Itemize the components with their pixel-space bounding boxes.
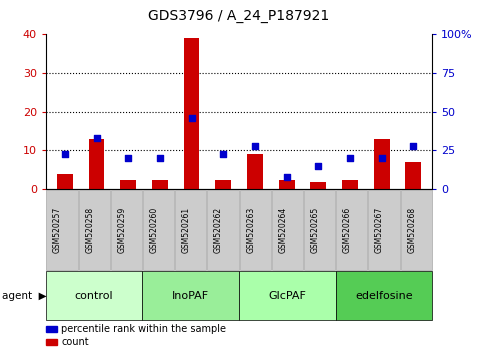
Point [410, 143, 417, 149]
Bar [311, 182, 326, 189]
Text: percentile rank within the sample: percentile rank within the sample [61, 324, 227, 334]
Bar [279, 179, 295, 189]
Text: GSM520267: GSM520267 [375, 207, 384, 253]
Point [61, 151, 69, 156]
Bar [152, 179, 168, 189]
Text: GSM520258: GSM520258 [85, 207, 94, 253]
Text: count: count [61, 337, 89, 347]
Text: GSM520265: GSM520265 [311, 207, 320, 253]
Text: GSM520263: GSM520263 [246, 207, 255, 253]
Bar [247, 154, 263, 189]
Text: GSM520268: GSM520268 [407, 207, 416, 253]
Point [124, 155, 132, 161]
Text: agent  ▶: agent ▶ [2, 291, 47, 301]
Text: GlcPAF: GlcPAF [269, 291, 306, 301]
Text: GSM520259: GSM520259 [117, 207, 127, 253]
Point [93, 135, 100, 141]
Text: InoPAF: InoPAF [172, 291, 209, 301]
Point [251, 143, 259, 149]
Bar [215, 179, 231, 189]
Bar [405, 162, 421, 189]
Point [346, 155, 354, 161]
Bar [57, 174, 73, 189]
Point [314, 163, 322, 169]
Text: GSM520257: GSM520257 [53, 207, 62, 253]
Bar [184, 38, 199, 189]
Point [378, 155, 385, 161]
Point [188, 115, 196, 121]
Point [283, 174, 290, 180]
Bar [374, 139, 389, 189]
Text: edelfosine: edelfosine [355, 291, 413, 301]
Text: control: control [75, 291, 114, 301]
Text: GSM520266: GSM520266 [343, 207, 352, 253]
Bar [89, 139, 104, 189]
Text: GDS3796 / A_24_P187921: GDS3796 / A_24_P187921 [148, 9, 330, 23]
Text: GSM520261: GSM520261 [182, 207, 191, 253]
Text: GSM520264: GSM520264 [278, 207, 287, 253]
Text: GSM520260: GSM520260 [150, 207, 158, 253]
Text: GSM520262: GSM520262 [214, 207, 223, 253]
Point [219, 151, 227, 156]
Bar [120, 179, 136, 189]
Point [156, 155, 164, 161]
Bar [342, 179, 358, 189]
